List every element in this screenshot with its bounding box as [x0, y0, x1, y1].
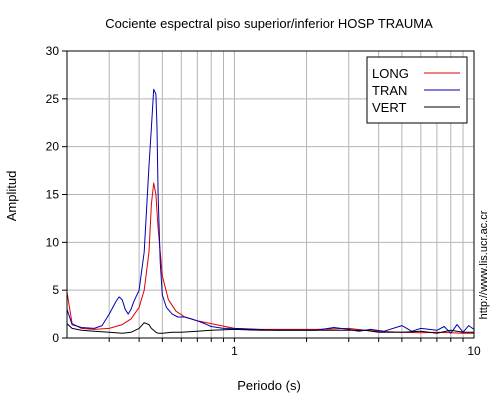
site-url-label: http://www.lis.ucr.ac.cr [478, 210, 490, 319]
series-line-vert [66, 322, 474, 334]
y-tick-label: 0 [52, 331, 59, 345]
data-series [66, 88, 475, 334]
x-axis-label: Periodo (s) [237, 378, 301, 393]
legend-label-tran: TRAN [372, 83, 407, 98]
legend-label-vert: VERT [372, 100, 406, 115]
legend-label-long: LONG [372, 66, 409, 81]
y-tick-label: 25 [46, 92, 60, 106]
y-tick-label: 5 [52, 283, 59, 297]
y-tick-label: 30 [46, 44, 60, 58]
axis-ticks [62, 50, 464, 342]
y-tick-label: 15 [46, 188, 60, 202]
y-tick-label: 10 [46, 235, 60, 249]
chart-title: Cociente espectral piso superior/inferio… [105, 16, 433, 31]
series-line-long [66, 182, 474, 334]
y-tick-label: 20 [46, 140, 60, 154]
x-tick-label: 10 [467, 344, 481, 358]
legend: LONG TRAN VERT [366, 56, 468, 124]
series-line-tran [66, 88, 475, 334]
y-axis-label: Amplitud [4, 171, 19, 222]
axis-tick-labels: 0 5 10 15 20 25 30 1 10 [46, 44, 481, 358]
x-tick-label: 1 [231, 344, 238, 358]
